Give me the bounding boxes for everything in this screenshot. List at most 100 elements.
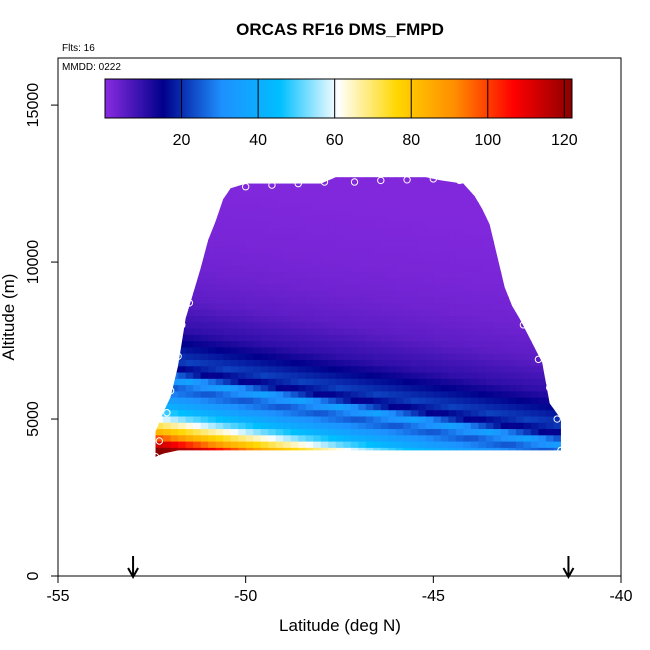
field-cell (350, 302, 359, 310)
field-cell (365, 177, 374, 185)
field-cell (268, 189, 277, 197)
field-cell (380, 353, 389, 360)
field-cell (515, 258, 525, 266)
field-cell (433, 208, 442, 216)
field-cell (215, 246, 224, 254)
field-cell (380, 428, 389, 436)
field-cell (155, 403, 157, 411)
field-cell (185, 334, 194, 342)
field-cell (373, 409, 382, 417)
field-cell (350, 397, 359, 404)
field-cell (508, 428, 517, 436)
field-cell (320, 183, 329, 191)
field-cell (238, 240, 247, 247)
field-cell (253, 196, 262, 204)
field-cell (455, 258, 464, 266)
field-cell (418, 327, 427, 335)
field-cell (163, 214, 172, 222)
field-cell (268, 309, 277, 317)
track-point (403, 176, 411, 184)
field-cell (155, 227, 157, 235)
field-cell (215, 403, 224, 411)
field-cell (523, 403, 532, 411)
field-cell (418, 202, 427, 210)
field-cell (238, 384, 247, 392)
field-cell (365, 227, 374, 235)
field-cell (178, 189, 187, 197)
field-cell (515, 353, 525, 360)
field-cell (530, 453, 540, 457)
field-cell (283, 302, 292, 310)
field-cell (163, 252, 172, 260)
field-cell (425, 177, 434, 185)
field-cell (193, 390, 202, 398)
field-cell (343, 447, 352, 455)
field-cell (148, 165, 156, 172)
field-cell (275, 334, 284, 342)
field-cell (215, 214, 224, 222)
field-cell (163, 233, 172, 241)
field-cell (365, 422, 374, 430)
field-cell (425, 252, 434, 260)
field-cell (538, 371, 547, 379)
field-cell (358, 365, 367, 373)
field-cell (365, 415, 374, 423)
field-cell (260, 246, 269, 254)
field-cell (433, 315, 442, 323)
field-cell (515, 409, 525, 417)
field-cell (425, 202, 434, 210)
field-cell (418, 409, 427, 417)
field-cell (530, 265, 540, 273)
field-cell (463, 196, 472, 204)
field-cell (561, 184, 569, 191)
field-cell (170, 409, 179, 417)
field-cell (298, 302, 307, 310)
field-cell (328, 340, 337, 348)
field-cell (245, 258, 254, 266)
field-cell (320, 240, 329, 247)
field-cell (193, 284, 202, 291)
field-cell (193, 422, 202, 430)
field-cell (538, 271, 547, 279)
field-cell (268, 428, 277, 436)
field-cell (448, 384, 457, 392)
field-cell (305, 265, 314, 273)
field-cell (425, 434, 434, 442)
field-cell (343, 321, 352, 329)
field-cell (275, 309, 284, 317)
field-cell (418, 403, 427, 411)
field-cell (260, 315, 269, 323)
field-cell (298, 321, 307, 329)
field-cell (508, 271, 517, 279)
field-cell (373, 252, 382, 260)
field-cell (343, 409, 352, 417)
field-cell (155, 258, 157, 266)
field-cell (328, 290, 337, 298)
field-cell (388, 233, 397, 241)
field-cell (253, 309, 262, 317)
field-cell (485, 422, 494, 430)
field-cell (223, 271, 232, 279)
field-cell (223, 196, 232, 204)
field-cell (268, 334, 277, 342)
field-cell (403, 258, 412, 266)
field-cell (268, 327, 277, 335)
field-cell (350, 453, 359, 457)
field-cell (403, 428, 412, 436)
field-cell (433, 202, 442, 210)
field-cell (500, 378, 509, 386)
field-cell (485, 265, 494, 273)
field-cell (530, 208, 540, 216)
field-cell (410, 189, 419, 197)
field-cell (448, 258, 457, 266)
field-cell (275, 296, 284, 304)
field-cell (260, 409, 269, 417)
field-cell (208, 277, 217, 285)
x-tick-label: -55 (46, 588, 69, 605)
field-cell (425, 227, 434, 235)
field-cell (200, 227, 209, 235)
field-cell (530, 365, 540, 373)
field-cell (178, 177, 187, 185)
field-cell (305, 258, 314, 266)
field-cell (545, 290, 555, 298)
